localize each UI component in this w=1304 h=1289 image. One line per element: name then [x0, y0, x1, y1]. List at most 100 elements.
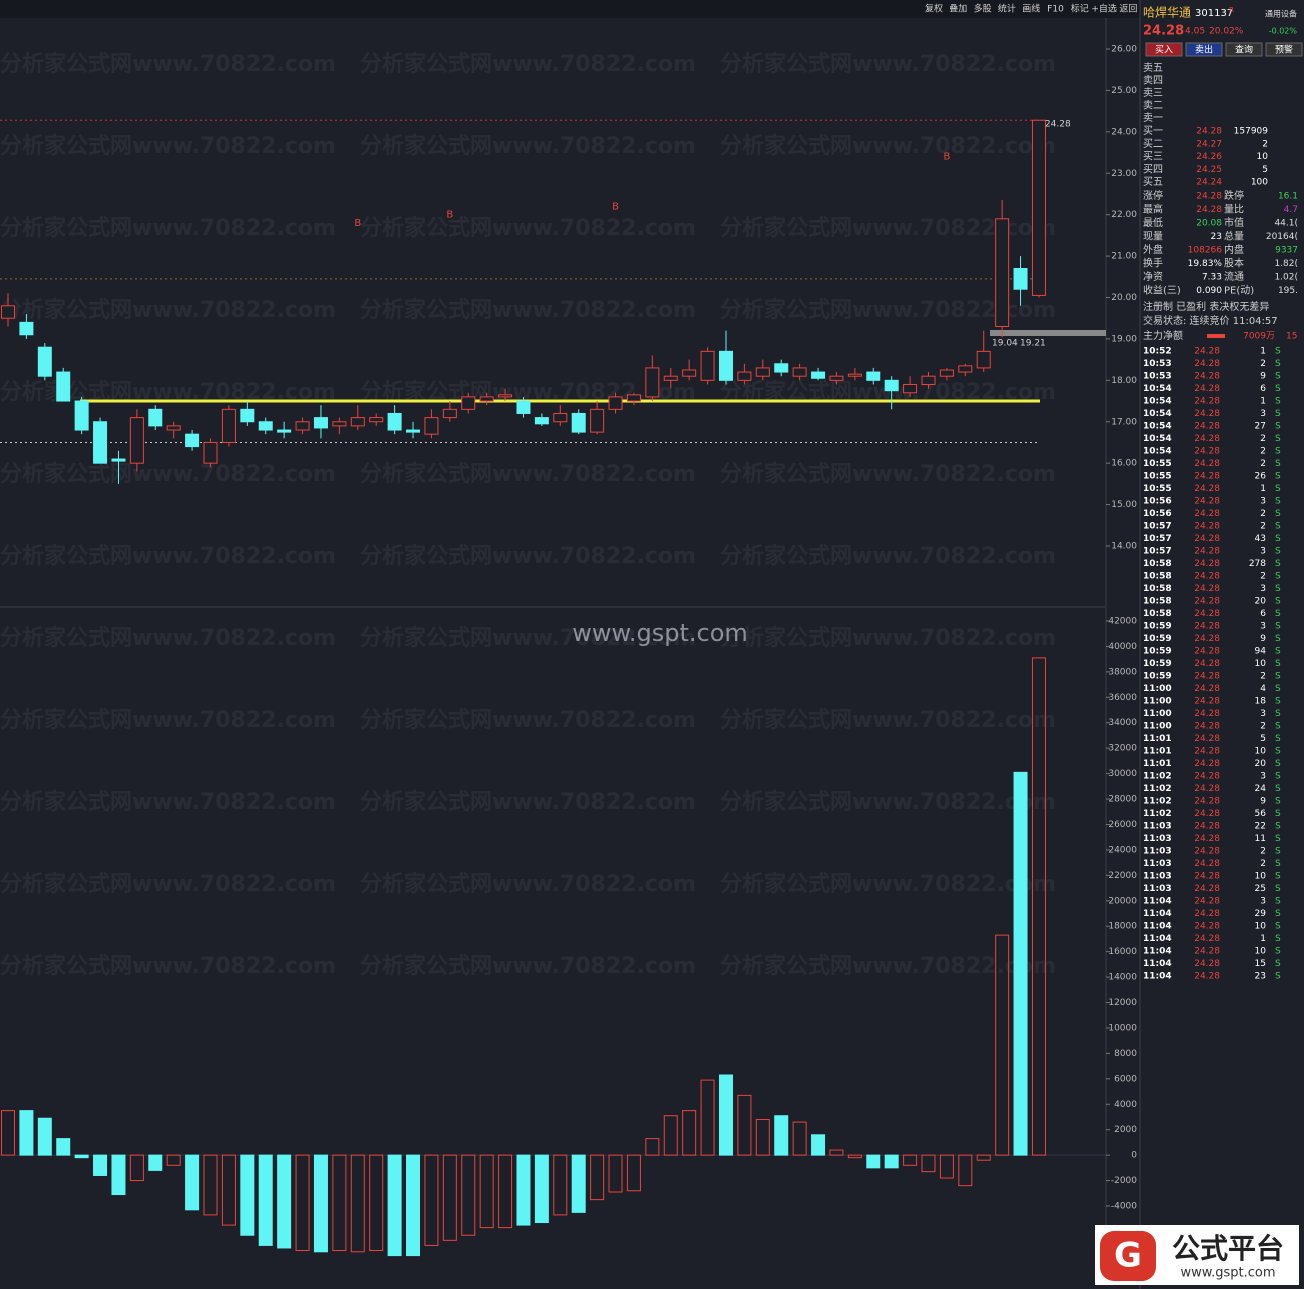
watermark: 分析家公式网www.70822.com [720, 133, 1056, 159]
trade-time: 11:03 [1143, 859, 1172, 869]
stat-label: 流通 [1224, 270, 1244, 283]
trade-time: 10:54 [1143, 434, 1172, 444]
price: 24.28 [1143, 24, 1184, 39]
trade-volume: 2 [1260, 722, 1266, 732]
trade-side: S [1275, 884, 1281, 894]
action-button[interactable]: 买入 [1155, 45, 1173, 56]
trade-volume: 10 [1255, 922, 1267, 932]
macd-bar [258, 1154, 273, 1246]
trade-time: 11:01 [1143, 747, 1172, 757]
trade-volume: 3 [1260, 409, 1266, 419]
watermark: 分析家公式网www.70822.com [0, 543, 336, 569]
stat-label: 量比 [1224, 204, 1244, 216]
macd-tick-label: 4000 [1114, 1100, 1137, 1110]
candle-body [811, 371, 826, 379]
trade-volume: 24 [1255, 784, 1267, 794]
buy-volume: 157909 [1234, 127, 1269, 137]
trade-volume: 26 [1255, 472, 1267, 482]
macd-bar [221, 1154, 236, 1226]
trade-price: 24.28 [1194, 834, 1220, 844]
action-button[interactable]: 预警 [1275, 44, 1293, 56]
watermark: 分析家公式网www.70822.com [0, 133, 336, 159]
macd-bar [74, 1154, 89, 1159]
trade-time: 10:59 [1143, 622, 1172, 632]
toolbar-button[interactable]: +自选 [1091, 3, 1117, 15]
watermark: 分析家公式网www.70822.com [0, 215, 336, 241]
trade-side: S [1275, 909, 1281, 919]
stat-label: 内盘 [1224, 243, 1244, 256]
candle-body [516, 400, 531, 414]
trade-time: 11:03 [1143, 847, 1172, 857]
price-tick-label: 17.00 [1111, 417, 1137, 427]
trade-volume: 278 [1249, 559, 1266, 569]
macd-bar [608, 1154, 623, 1193]
trade-price: 24.28 [1194, 672, 1220, 682]
trade-time: 11:02 [1143, 809, 1172, 819]
action-button[interactable]: 查询 [1235, 44, 1253, 56]
action-button-bg[interactable] [1185, 42, 1223, 57]
trade-volume: 11 [1255, 834, 1266, 844]
trade-side: S [1275, 922, 1281, 932]
macd-bar [995, 934, 1010, 1156]
main-net-bar [1207, 334, 1225, 338]
action-button[interactable]: 卖出 [1195, 44, 1213, 56]
trade-side: S [1275, 897, 1281, 907]
trade-side: S [1275, 659, 1281, 669]
signal: B [446, 210, 453, 221]
stat-value: 4.7 [1284, 205, 1298, 215]
watermark: 分析家公式网www.70822.com [360, 707, 696, 733]
candle-body [203, 441, 218, 464]
trade-price: 24.28 [1194, 647, 1220, 657]
price-tick-label: 14.00 [1111, 542, 1137, 552]
toolbar-button[interactable]: 叠加 [949, 4, 967, 15]
last-price-label: 24.28 [1045, 120, 1071, 130]
speed: -0.02% [1269, 27, 1298, 36]
buy-volume: 5 [1262, 165, 1268, 175]
buy-price: 24.25 [1196, 165, 1222, 175]
trade-price: 24.28 [1194, 822, 1220, 832]
watermark: 分析家公式网www.70822.com [360, 133, 696, 159]
trade-side: S [1275, 672, 1281, 682]
stat-label: 收益(三) [1143, 284, 1181, 297]
toolbar-button[interactable]: 多股 [974, 3, 992, 15]
macd-bar [645, 1138, 660, 1156]
toolbar-button[interactable]: 画线 [1022, 3, 1040, 15]
sell-level: 卖四 [1143, 75, 1163, 87]
toolbar-button[interactable]: 返回 [1119, 3, 1137, 15]
toolbar-button[interactable]: 标记 [1071, 3, 1089, 15]
trade-side: S [1275, 772, 1281, 782]
trade-price: 24.28 [1194, 947, 1220, 957]
action-button-bg[interactable] [1225, 42, 1263, 57]
buy-level: 买五 [1143, 176, 1163, 188]
trade-price: 24.28 [1194, 622, 1220, 632]
trade-price: 24.28 [1194, 859, 1220, 869]
trade-side: S [1275, 559, 1281, 569]
candle-body [995, 218, 1010, 327]
toolbar-button[interactable]: 复权 [925, 3, 943, 15]
trade-side: S [1275, 522, 1281, 532]
stat-value: 0.090 [1196, 286, 1222, 296]
site-watermark: www.gspt.com [572, 619, 748, 647]
candle-body [608, 396, 623, 410]
trade-volume: 29 [1255, 909, 1267, 919]
candle-body [976, 350, 991, 369]
toolbar-button[interactable]: F10 [1047, 5, 1064, 15]
price-tick-label: 23.00 [1111, 169, 1137, 179]
sell-level: 卖一 [1143, 112, 1163, 124]
action-button-bg[interactable] [1145, 42, 1183, 57]
trade-volume: 23 [1255, 972, 1266, 982]
trade-side: S [1275, 497, 1281, 507]
trade-time: 10:58 [1143, 559, 1172, 569]
trade-time: 10:54 [1143, 384, 1172, 394]
candle-body [129, 417, 144, 464]
trade-time: 10:57 [1143, 547, 1172, 557]
action-button-bg[interactable] [1265, 42, 1303, 57]
candle-body [847, 373, 862, 377]
candle-body [424, 417, 439, 435]
stat-value: 23 [1211, 232, 1222, 242]
stat-value: 16.1 [1278, 192, 1298, 202]
trade-price: 24.28 [1194, 659, 1220, 669]
toolbar-button[interactable]: 统计 [998, 3, 1016, 15]
macd-bar [958, 1154, 973, 1187]
trade-volume: 10 [1255, 872, 1267, 882]
